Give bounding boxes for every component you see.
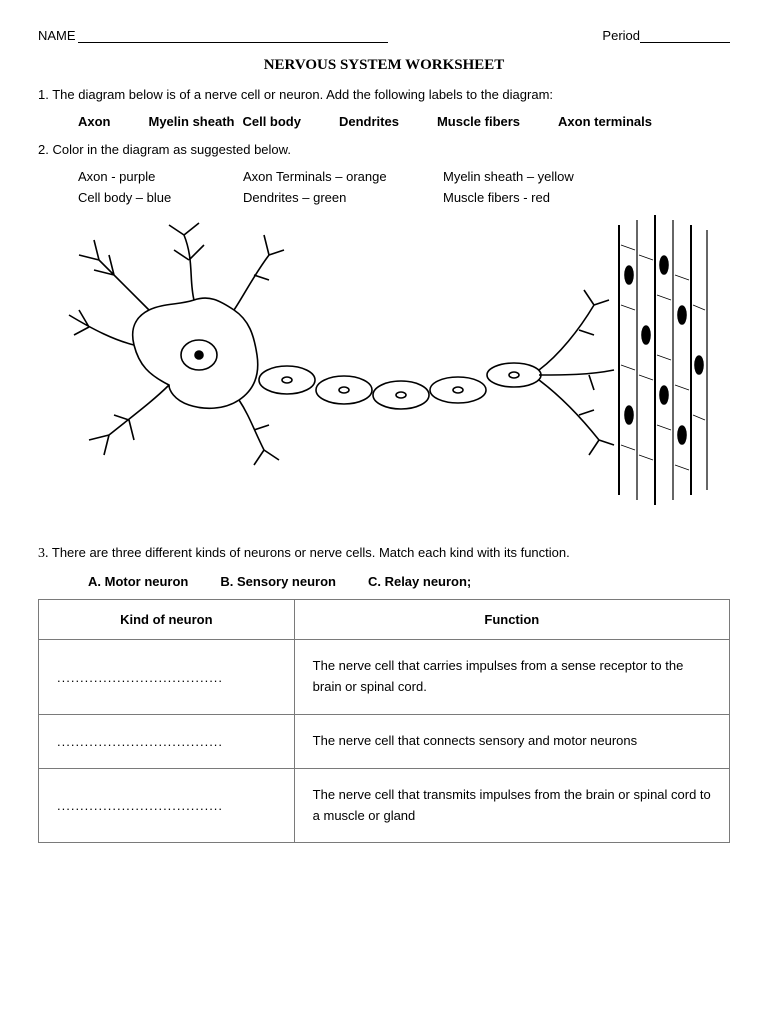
label-muscle: Muscle fibers <box>437 114 520 129</box>
q3-number: 3. <box>38 546 49 561</box>
label-terms-row: Axon Myelin sheath Cell body Dendrites M… <box>38 114 730 129</box>
color-cellbody: Cell body – blue <box>78 190 243 205</box>
name-field: NAME <box>38 28 388 43</box>
blank-1[interactable]: .................................... <box>57 670 223 685</box>
label-cellbody: Cell body <box>242 114 301 129</box>
table-row: .................................... The… <box>39 768 730 843</box>
neuron-diagram <box>38 215 730 515</box>
blank-3[interactable]: .................................... <box>57 798 223 813</box>
header-function: Function <box>294 600 729 640</box>
blank-2[interactable]: .................................... <box>57 734 223 749</box>
period-label: Period <box>602 28 640 43</box>
label-axonterminals: Axon terminals <box>558 114 652 129</box>
color-key-grid: Axon - purple Axon Terminals – orange My… <box>38 169 730 205</box>
match-table: Kind of neuron Function ................… <box>38 599 730 843</box>
question-3-text: 3. There are three different kinds of ne… <box>38 545 730 562</box>
period-underline[interactable] <box>640 30 730 43</box>
table-header-row: Kind of neuron Function <box>39 600 730 640</box>
color-myelin: Myelin sheath – yellow <box>443 169 643 184</box>
table-row: .................................... The… <box>39 640 730 715</box>
header-row: NAME Period <box>38 28 730 43</box>
function-1: The nerve cell that carries impulses fro… <box>294 640 729 715</box>
type-motor: A. Motor neuron <box>88 574 188 589</box>
function-3: The nerve cell that transmits impulses f… <box>294 768 729 843</box>
name-underline[interactable] <box>78 30 388 43</box>
period-field: Period <box>602 28 730 43</box>
neuron-types-row: A. Motor neuron B. Sensory neuron C. Rel… <box>38 574 730 589</box>
question-2-text: 2. Color in the diagram as suggested bel… <box>38 141 730 159</box>
q3-body: There are three different kinds of neuro… <box>49 545 570 560</box>
header-kind: Kind of neuron <box>39 600 295 640</box>
color-axonterminals: Axon Terminals – orange <box>243 169 443 184</box>
table-row: .................................... The… <box>39 714 730 768</box>
function-2: The nerve cell that connects sensory and… <box>294 714 729 768</box>
color-dendrites: Dendrites – green <box>243 190 443 205</box>
neuron-svg <box>38 215 730 515</box>
color-muscle: Muscle fibers - red <box>443 190 643 205</box>
label-myelin: Myelin sheath <box>149 114 235 129</box>
worksheet-title: NERVOUS SYSTEM WORKSHEET <box>38 57 730 74</box>
type-sensory: B. Sensory neuron <box>220 574 336 589</box>
name-label: NAME <box>38 28 76 43</box>
color-axon: Axon - purple <box>78 169 243 184</box>
label-axon: Axon <box>78 114 111 129</box>
type-relay: C. Relay neuron; <box>368 574 471 589</box>
question-1-text: 1. The diagram below is of a nerve cell … <box>38 86 730 104</box>
label-dendrites: Dendrites <box>339 114 399 129</box>
